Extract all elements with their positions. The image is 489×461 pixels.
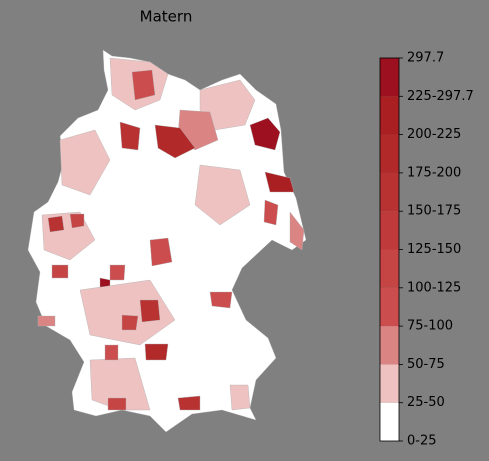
colorbar-segment	[380, 402, 399, 441]
region	[149, 237, 173, 267]
colorbar-segment	[380, 211, 399, 250]
region	[194, 164, 251, 226]
region	[263, 199, 279, 226]
region	[139, 299, 161, 323]
colorbar-segment	[380, 96, 399, 135]
map-title: Matern	[140, 8, 193, 26]
colorbar-label: 225-297.7	[407, 89, 474, 104]
colorbar-segment	[380, 364, 399, 403]
region	[229, 384, 251, 411]
colorbar-segment	[380, 287, 399, 327]
colorbar-label: 200-225	[407, 127, 461, 142]
region	[89, 357, 151, 411]
colorbar-label: 297.7	[407, 51, 444, 66]
region	[177, 395, 201, 411]
region	[69, 213, 85, 229]
colorbar: 0-25 25-50 50-75 75-100 100-125 125-150 150-17…	[379, 51, 474, 449]
region	[47, 215, 65, 233]
region	[79, 279, 176, 346]
region	[104, 344, 119, 361]
colorbar-segment	[380, 58, 399, 97]
region	[131, 69, 156, 101]
region	[199, 79, 256, 131]
region	[249, 117, 281, 151]
region	[154, 124, 196, 159]
region	[59, 129, 111, 196]
colorbar-label: 175-200	[407, 165, 461, 180]
region	[209, 291, 233, 309]
colorbar-label: 50-75	[407, 357, 445, 372]
colorbar-label: 25-50	[407, 395, 445, 410]
region	[109, 264, 126, 281]
colorbar-label: 125-150	[407, 242, 461, 257]
region	[121, 314, 139, 331]
colorbar-label: 0-25	[407, 434, 437, 449]
germany-map	[27, 49, 307, 433]
region	[51, 264, 69, 279]
region	[37, 315, 56, 327]
colorbar-segment	[380, 172, 399, 212]
region	[144, 343, 169, 361]
region	[289, 211, 305, 251]
colorbar-label: 75-100	[407, 319, 453, 334]
region	[119, 121, 141, 151]
colorbar-label: 150-175	[407, 204, 461, 219]
region	[107, 397, 127, 411]
colorbar-segment	[380, 249, 399, 288]
colorbar-segment	[380, 134, 399, 173]
colorbar-label: 100-125	[407, 280, 461, 295]
colorbar-segment	[380, 326, 399, 365]
region	[264, 171, 295, 193]
region-patches	[37, 57, 305, 411]
